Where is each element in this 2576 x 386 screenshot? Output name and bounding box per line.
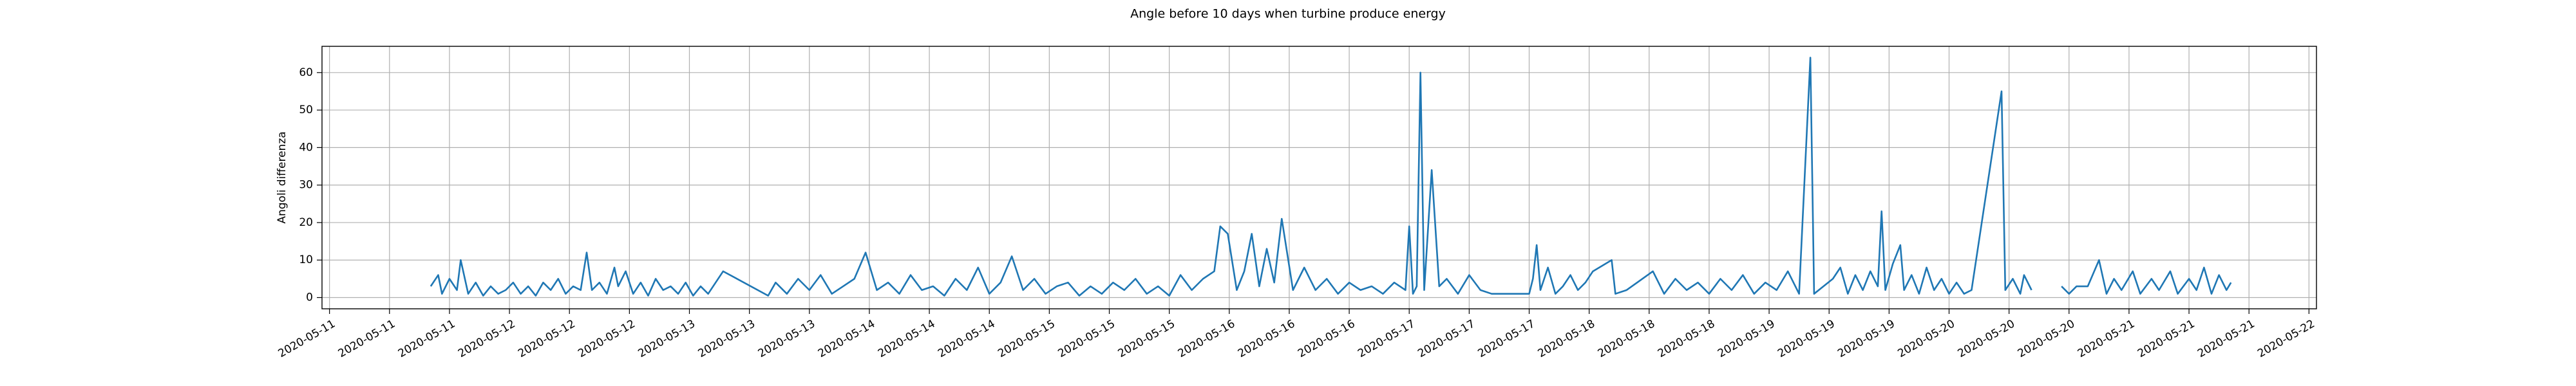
x-tick-label: 2020-05-17 [1416,317,1477,360]
x-tick-label: 2020-05-19 [1716,317,1777,360]
x-tick-label: 2020-05-12 [456,317,518,360]
x-tick-label: 2020-05-14 [816,317,878,360]
y-tick-label: 0 [306,291,313,304]
y-tick-label: 30 [299,179,313,192]
x-tick-label: 2020-05-12 [516,317,578,360]
x-tick-label: 2020-05-15 [996,317,1057,360]
x-tick-label: 2020-05-19 [1835,317,1897,360]
x-tick-label: 2020-05-13 [636,317,697,360]
x-tick-label: 2020-05-17 [1475,317,1537,360]
x-tick-label: 2020-05-19 [1776,317,1837,360]
x-tick-label: 2020-05-14 [936,317,998,360]
x-tick-label: 2020-05-13 [756,317,818,360]
y-tick-label: 10 [299,253,313,266]
x-tick-label: 2020-05-11 [276,317,338,360]
x-tick-label: 2020-05-16 [1296,317,1358,360]
data-line [430,57,2232,297]
x-tick-label: 2020-05-20 [1895,317,1957,360]
x-tick-label: 2020-05-11 [396,317,458,360]
x-tick-label: 2020-05-14 [876,317,938,360]
x-tick-label: 2020-05-20 [1956,317,2018,360]
x-tick-label: 2020-05-15 [1116,317,1178,360]
x-tick-label: 2020-05-21 [2195,317,2257,360]
chart-title: Angle before 10 days when turbine produc… [1130,7,1446,21]
plot-frame [321,46,2317,309]
y-tick-label: 40 [299,141,313,154]
y-axis-label: Angoli differenza [276,131,289,223]
x-tick-label: 2020-05-21 [2076,317,2137,360]
y-tick-label: 60 [299,66,313,79]
x-tick-label: 2020-05-18 [1656,317,1718,360]
x-tick-label: 2020-05-16 [1236,317,1298,360]
x-tick-label: 2020-05-22 [2255,317,2317,360]
x-tick-label: 2020-05-20 [2016,317,2078,360]
x-tick-label: 2020-05-16 [1176,317,1238,360]
x-tick-label: 2020-05-21 [2136,317,2197,360]
x-tick-label: 2020-05-15 [1056,317,1117,360]
x-tick-label: 2020-05-18 [1596,317,1658,360]
x-tick-label: 2020-05-12 [576,317,638,360]
x-tick-label: 2020-05-17 [1356,317,1417,360]
x-tick-label: 2020-05-18 [1536,317,1598,360]
y-tick-label: 50 [299,104,313,116]
y-tick-label: 20 [299,216,313,229]
x-tick-label: 2020-05-11 [336,317,398,360]
x-tick-label: 2020-05-13 [696,317,758,360]
